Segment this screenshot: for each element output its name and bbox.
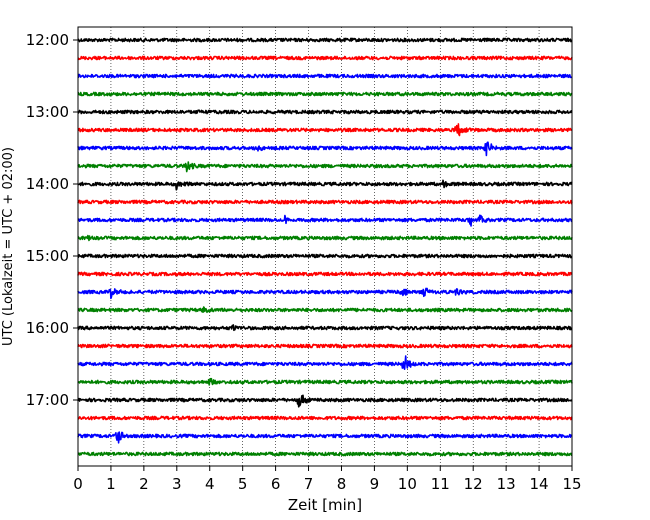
y-tick-label: 16:00 xyxy=(26,319,69,337)
trace-line xyxy=(77,199,573,205)
trace-line xyxy=(77,141,573,157)
trace-line xyxy=(77,55,573,61)
y-axis-label: UTC (Lokalzeit = UTC + 02:00) xyxy=(1,147,16,346)
trace-line xyxy=(77,123,573,137)
x-tick-label: 7 xyxy=(304,475,314,493)
x-tick-label: 10 xyxy=(398,475,417,493)
trace-line xyxy=(77,234,573,242)
trace-line xyxy=(77,451,573,457)
seismic-traces xyxy=(77,37,573,457)
x-tick-label: 4 xyxy=(205,475,215,493)
x-tick-label: 1 xyxy=(106,475,116,493)
x-tick-label: 11 xyxy=(431,475,450,493)
trace-line xyxy=(77,253,573,259)
x-tick-label: 0 xyxy=(73,475,83,493)
x-axis: 0 1 2 3 4 5 6 7 8 9 10 11 12 13 14 15 xyxy=(73,466,582,493)
x-tick-label: 5 xyxy=(238,475,248,493)
y-tick-label: 15:00 xyxy=(26,247,69,265)
y-tick-label: 14:00 xyxy=(26,175,69,193)
x-tick-label: 9 xyxy=(370,475,380,493)
trace-line xyxy=(77,306,573,314)
x-axis-label: Zeit [min] xyxy=(288,496,362,514)
trace-line xyxy=(77,73,573,79)
trace-line xyxy=(77,324,573,332)
trace-line xyxy=(77,394,573,408)
x-tick-label: 12 xyxy=(464,475,483,493)
x-tick-label: 2 xyxy=(139,475,149,493)
grid-lines xyxy=(110,27,540,466)
plot-frame xyxy=(77,26,573,467)
trace-line xyxy=(77,214,573,227)
y-axis: 12:00 13:00 14:00 15:00 16:00 17:00 xyxy=(26,31,78,409)
x-tick-label: 15 xyxy=(562,475,581,493)
trace-line xyxy=(77,377,573,386)
trace-line xyxy=(77,415,573,421)
trace-line xyxy=(77,179,573,191)
x-tick-label: 14 xyxy=(530,475,549,493)
trace-line xyxy=(77,271,573,277)
x-tick-label: 3 xyxy=(172,475,182,493)
trace-line xyxy=(77,355,573,370)
x-tick-label: 13 xyxy=(497,475,516,493)
x-tick-label: 8 xyxy=(337,475,347,493)
trace-line xyxy=(77,343,573,349)
y-tick-label: 12:00 xyxy=(26,31,69,49)
trace-line xyxy=(77,91,573,97)
trace-line xyxy=(77,109,573,115)
trace-line xyxy=(77,431,573,444)
trace-line xyxy=(77,161,573,173)
y-tick-label: 13:00 xyxy=(26,103,69,121)
trace-line xyxy=(77,37,573,43)
x-tick-label: 6 xyxy=(271,475,281,493)
trace-line xyxy=(77,287,573,300)
y-tick-label: 17:00 xyxy=(26,391,69,409)
